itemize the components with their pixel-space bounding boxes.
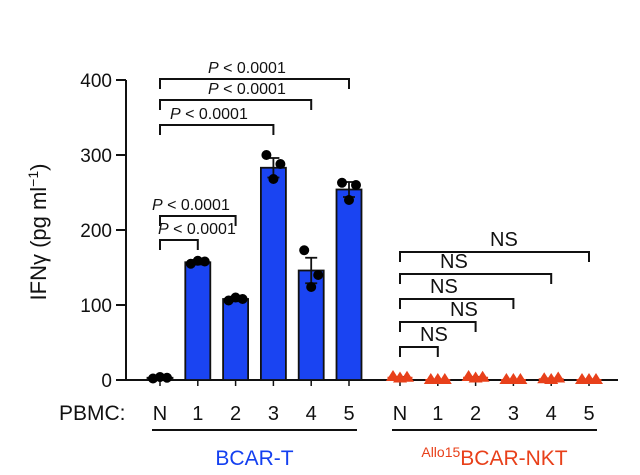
- p-symbol: P: [158, 221, 169, 238]
- data-point: [475, 370, 490, 382]
- data-point: [162, 372, 172, 383]
- significance-bracket: [159, 99, 313, 110]
- group-label-superscript: Allo15: [421, 444, 460, 460]
- significance-bracket: [399, 321, 477, 332]
- y-axis-label-sup: −1: [25, 171, 41, 187]
- x-tick-label: N: [153, 403, 167, 425]
- significance-label: NS: [440, 251, 468, 273]
- p-value: < 0.0001: [181, 106, 248, 123]
- group-label-main: BCAR-NKT: [460, 447, 568, 470]
- significance-bracket: [399, 298, 515, 309]
- significance-label: NS: [420, 324, 448, 346]
- significance-bracket: [399, 273, 553, 284]
- significance-bracket: [159, 215, 237, 226]
- data-point: [589, 373, 603, 384]
- significance-label: P < 0.0001: [208, 60, 286, 77]
- significance-bracket: [159, 239, 199, 250]
- y-axis-label-main: IFNγ (pg ml: [26, 187, 51, 301]
- x-axis-prefix: PBMC:: [59, 402, 126, 425]
- significance-label: P < 0.0001: [158, 221, 236, 238]
- data-point: [344, 195, 354, 205]
- x-tick-label: 1: [432, 403, 443, 425]
- y-axis-label: IFNγ (pg ml−1): [25, 164, 51, 301]
- p-symbol: P: [208, 60, 219, 77]
- group-label: BCAR-T: [215, 447, 293, 470]
- significance-label: NS: [490, 229, 518, 251]
- significance-bracket: [159, 78, 350, 89]
- significance-label: NS: [450, 299, 478, 321]
- data-point: [275, 159, 286, 169]
- data-point: [351, 180, 361, 190]
- data-point: [299, 245, 310, 256]
- significance-label: NS: [430, 276, 458, 298]
- p-symbol: P: [170, 106, 181, 123]
- x-tick-label: N: [393, 403, 407, 425]
- data-point: [237, 294, 248, 304]
- y-axis-label-close: ): [26, 164, 51, 171]
- data-point: [306, 282, 317, 292]
- p-symbol: P: [208, 81, 219, 98]
- data-point: [313, 270, 324, 280]
- x-tick-label: 4: [306, 403, 317, 425]
- data-point: [261, 150, 272, 160]
- significance-label: P < 0.0001: [170, 106, 248, 123]
- p-value: < 0.0001: [219, 60, 286, 77]
- significance-bracket: [399, 346, 439, 357]
- data-point: [337, 177, 347, 188]
- x-tick-label: 5: [343, 403, 354, 425]
- y-tick-label: 0: [101, 371, 112, 392]
- x-tick-label: 2: [230, 403, 241, 425]
- x-tick-label: 2: [470, 403, 481, 425]
- bar: [335, 188, 363, 381]
- data-point: [199, 256, 210, 267]
- data-point: [400, 370, 414, 382]
- x-tick-label: 4: [546, 403, 557, 425]
- p-symbol: P: [152, 197, 163, 214]
- p-value: < 0.0001: [163, 197, 230, 214]
- y-tick-label: 200: [80, 221, 112, 242]
- x-tick-label: 1: [192, 403, 203, 425]
- x-tick-label: 5: [583, 403, 594, 425]
- data-point: [551, 371, 566, 383]
- p-value: < 0.0001: [169, 221, 236, 238]
- data-point: [437, 373, 452, 384]
- x-tick-label: 3: [508, 403, 519, 425]
- significance-label: P < 0.0001: [152, 197, 230, 214]
- bar: [184, 261, 212, 381]
- bar: [222, 298, 250, 381]
- y-tick-label: 300: [80, 146, 112, 167]
- group-label: Allo15BCAR-NKT: [421, 444, 567, 470]
- significance-bracket: [399, 251, 590, 262]
- significance-bracket: [159, 124, 275, 135]
- y-tick-label: 100: [80, 296, 112, 317]
- p-value: < 0.0001: [219, 81, 286, 98]
- data-point: [268, 174, 279, 184]
- y-tick-label: 400: [80, 71, 112, 92]
- significance-label: P < 0.0001: [208, 81, 286, 98]
- data-point: [513, 373, 528, 384]
- x-tick-label: 3: [268, 403, 279, 425]
- bar: [259, 166, 287, 381]
